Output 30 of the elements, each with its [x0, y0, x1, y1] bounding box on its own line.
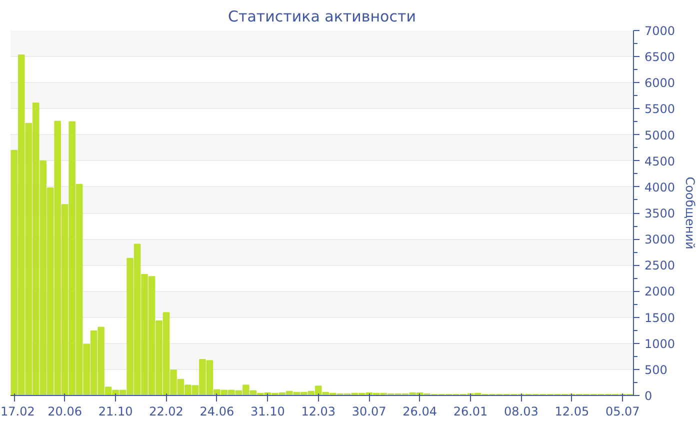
y-tick-label: 500 [644, 362, 668, 377]
x-tick-label: 12.03 [301, 404, 336, 418]
y-tick-label: 1000 [644, 336, 676, 351]
y-tick-label: 2000 [644, 284, 676, 299]
y-tick-label: 4500 [644, 154, 676, 168]
x-tick-label: 24.06 [200, 404, 234, 418]
x-tick-label: 22.02 [149, 404, 184, 418]
x-tick-label: 08.03 [504, 404, 538, 418]
y-tick-label: 6500 [644, 50, 676, 64]
y-tick-label: 3000 [644, 232, 676, 247]
y-tick-label: 3500 [644, 206, 676, 220]
y-tick-label: 2500 [644, 258, 676, 273]
chart-title: Статистика активности [228, 8, 416, 26]
x-tick-label: 30.07 [352, 404, 386, 418]
y-tick-label: 5000 [644, 128, 676, 142]
x-tick-label: 26.04 [402, 404, 437, 418]
y-tick-label: 1500 [644, 310, 676, 325]
x-tick-label: 17.02 [0, 404, 35, 418]
x-tick-label: 12.05 [554, 404, 590, 418]
y-tick-label: 5500 [644, 102, 676, 116]
x-tick-label: 26.01 [453, 404, 488, 418]
y-tick-label: 0 [644, 389, 652, 403]
y-tick-label: 6000 [644, 76, 676, 90]
x-tick-label: 21.10 [98, 404, 133, 418]
y-tick-label: 4000 [644, 180, 676, 194]
y-tick-label: 7000 [644, 24, 676, 38]
x-tick-label: 31.10 [250, 404, 285, 418]
x-tick-label: 05.07 [605, 404, 640, 418]
x-tick-label: 20.06 [48, 404, 82, 418]
y-axis-title: Сообщений [683, 176, 698, 250]
